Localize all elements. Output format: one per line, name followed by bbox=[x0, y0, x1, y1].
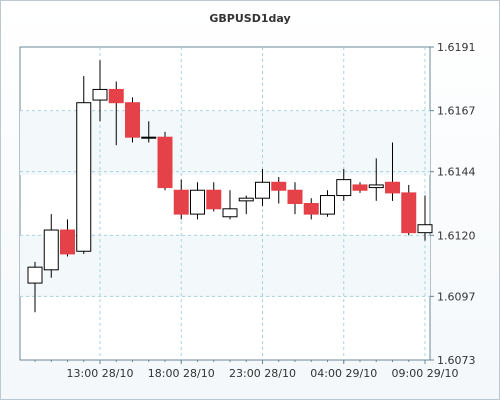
candle bbox=[320, 190, 335, 217]
candle bbox=[92, 60, 108, 122]
candle bbox=[157, 131, 173, 191]
candle bbox=[27, 261, 43, 313]
candle bbox=[303, 198, 319, 220]
candle bbox=[287, 182, 303, 215]
candle-body-down bbox=[352, 184, 368, 191]
candle-body-down bbox=[108, 88, 124, 104]
y-tick-label: 1.6097 bbox=[437, 290, 476, 303]
candle bbox=[141, 121, 157, 143]
x-tick-label: 13:00 28/10 bbox=[67, 367, 134, 380]
candle-body-down bbox=[287, 189, 303, 205]
y-tick-label: 1.6073 bbox=[437, 354, 476, 367]
candle bbox=[173, 179, 189, 220]
candle bbox=[222, 190, 238, 220]
candles bbox=[27, 60, 433, 313]
candle-body-up bbox=[255, 181, 270, 199]
candle-body-up bbox=[27, 266, 43, 284]
candle bbox=[352, 182, 368, 193]
candle-body-up bbox=[222, 208, 238, 218]
candle-body-up bbox=[320, 195, 335, 215]
y-tick-label: 1.6167 bbox=[437, 105, 476, 118]
candle-body-up bbox=[92, 88, 108, 101]
candle-body-down bbox=[385, 181, 400, 194]
candle bbox=[43, 214, 59, 278]
candle bbox=[255, 169, 270, 207]
candle-body-up bbox=[238, 197, 254, 202]
x-tick-label: 09:00 29/10 bbox=[392, 367, 459, 380]
candle bbox=[60, 219, 75, 257]
candle-body-down bbox=[173, 189, 189, 215]
candle bbox=[336, 169, 352, 201]
x-tick-label: 18:00 28/10 bbox=[148, 367, 215, 380]
candle-body-up bbox=[43, 229, 59, 271]
candle-body-up bbox=[190, 189, 205, 215]
candle-body-up bbox=[76, 102, 92, 252]
candle bbox=[368, 158, 384, 201]
candle bbox=[125, 97, 140, 143]
candle bbox=[108, 81, 124, 146]
y-tick-label: 1.6191 bbox=[437, 41, 476, 54]
candle-body-down bbox=[60, 229, 75, 255]
x-tick-label: 04:00 29/10 bbox=[310, 367, 377, 380]
candle bbox=[417, 195, 433, 241]
candle-body-up bbox=[336, 179, 352, 197]
candle-body-up bbox=[141, 136, 157, 139]
candle bbox=[190, 182, 205, 220]
y-tick-label: 1.6144 bbox=[437, 166, 476, 179]
candle bbox=[206, 182, 222, 212]
candle bbox=[385, 142, 400, 201]
candle-body-down bbox=[303, 203, 319, 215]
candle bbox=[401, 184, 417, 236]
chart-title: GBPUSD1day bbox=[209, 12, 291, 25]
candle-body-up bbox=[417, 224, 433, 234]
axes: 1.6191 1.6167 1.6144 1.6120 1.6097 1.6073 13:0… bbox=[34, 41, 476, 380]
y-tick-label: 1.6120 bbox=[437, 229, 476, 242]
candle-body-up bbox=[368, 184, 384, 189]
candle-body-down bbox=[125, 102, 140, 138]
x-tick-label: 23:00 28/10 bbox=[229, 367, 296, 380]
candle-body-down bbox=[206, 189, 222, 210]
candle bbox=[271, 176, 287, 204]
candle bbox=[76, 76, 92, 254]
candle-body-down bbox=[271, 181, 287, 191]
candle-body-down bbox=[401, 192, 417, 234]
candle-body-down bbox=[157, 136, 173, 189]
candle bbox=[238, 195, 254, 215]
